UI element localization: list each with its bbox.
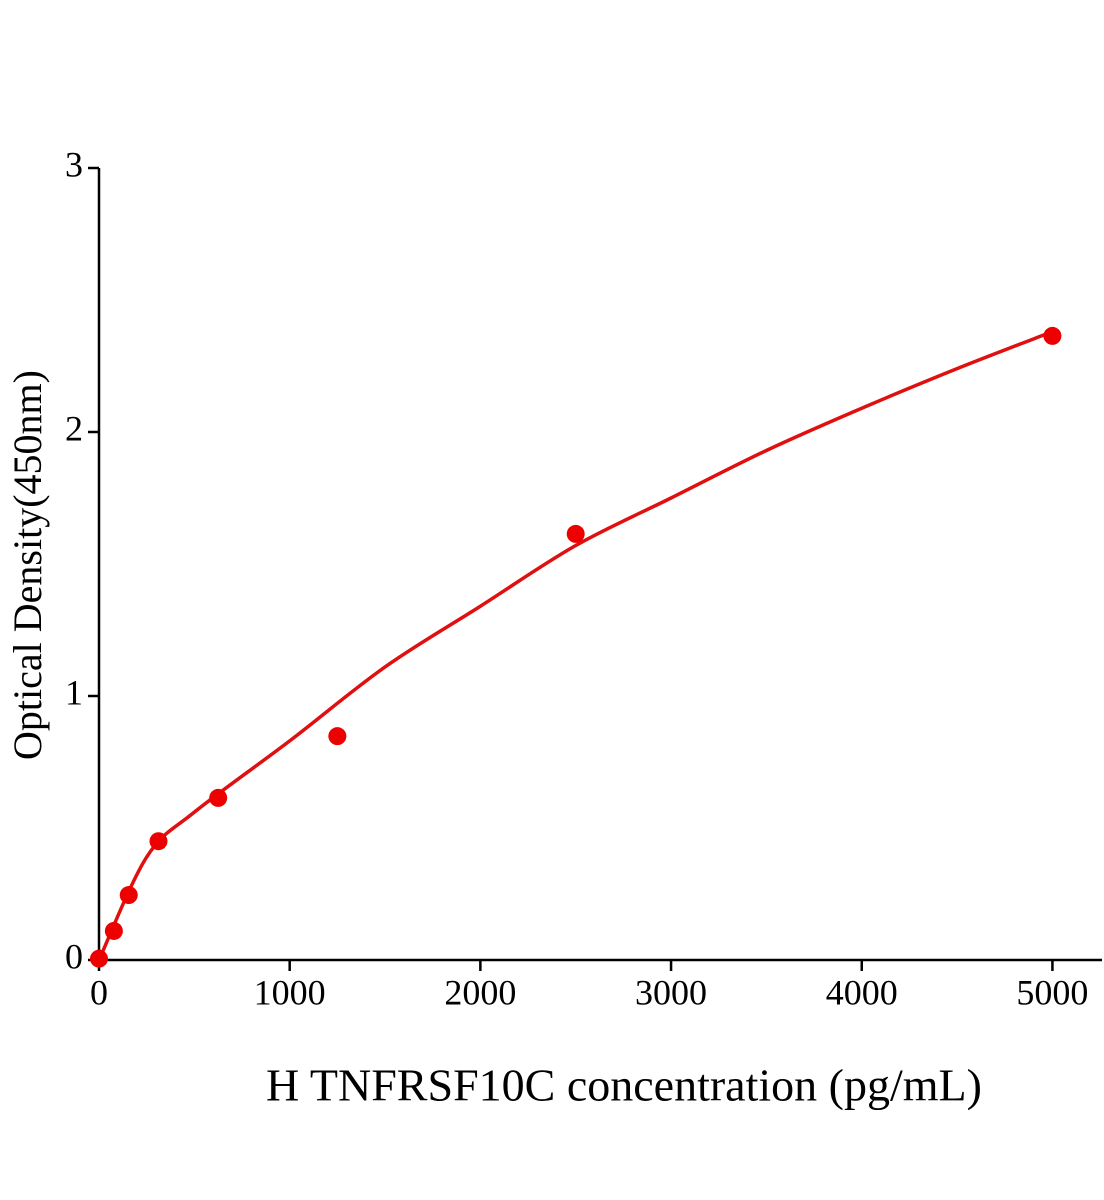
x-axis-label: H TNFRSF10C concentration (pg/mL) — [266, 1060, 982, 1111]
data-point — [149, 832, 168, 851]
data-point — [209, 788, 228, 807]
x-tick-label: 3000 — [635, 972, 707, 1012]
data-point — [104, 921, 123, 940]
x-tick-label: 2000 — [444, 972, 516, 1012]
fit-curve — [97, 330, 1054, 961]
data-point — [119, 886, 138, 905]
y-axis-label: Optical Density(450nm) — [5, 370, 50, 760]
y-tick-label: 1 — [65, 672, 83, 712]
data-point — [566, 524, 585, 543]
x-tick-label: 5000 — [1016, 972, 1088, 1012]
data-point — [1043, 326, 1062, 345]
data-point — [328, 727, 347, 746]
y-tick-label: 3 — [65, 144, 83, 184]
data-point — [90, 949, 108, 968]
y-tick-label: 0 — [65, 936, 83, 976]
x-tick-label: 1000 — [254, 972, 326, 1012]
y-tick-label: 2 — [65, 408, 83, 448]
x-tick-label: 4000 — [826, 972, 898, 1012]
x-tick-label: 0 — [90, 972, 108, 1012]
